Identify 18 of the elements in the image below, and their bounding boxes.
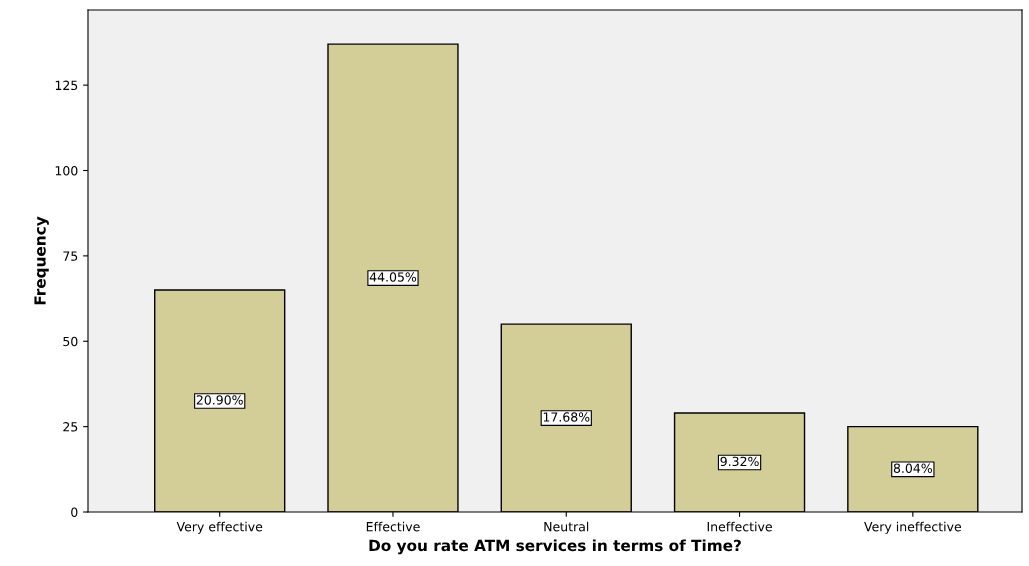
y-tick-label: 50 (63, 336, 78, 347)
x-tick-label: Ineffective (707, 521, 772, 532)
x-tick-label: Effective (366, 521, 420, 532)
annotation: 8.04% (893, 463, 932, 473)
y-axis-title: Frequency (34, 216, 49, 305)
annotation: 44.05% (369, 272, 417, 282)
annotation: 9.32% (720, 456, 759, 467)
y-tick-label: 75 (63, 251, 78, 261)
annotation: 17.68% (543, 412, 590, 422)
y-tick-label: 0 (71, 507, 78, 517)
y-tick-label: 25 (63, 422, 78, 432)
x-tick-label: Very ineffective (864, 521, 962, 534)
y-tick-label: 125 (55, 80, 78, 91)
x-tick-label: Very effective (176, 521, 263, 534)
y-tick-label: 100 (55, 165, 78, 176)
x-axis-title: Do you rate ATM services in terms of Time? (369, 539, 741, 555)
x-tick-label: Neutral (544, 521, 589, 532)
annotation: 20.90% (196, 395, 243, 405)
